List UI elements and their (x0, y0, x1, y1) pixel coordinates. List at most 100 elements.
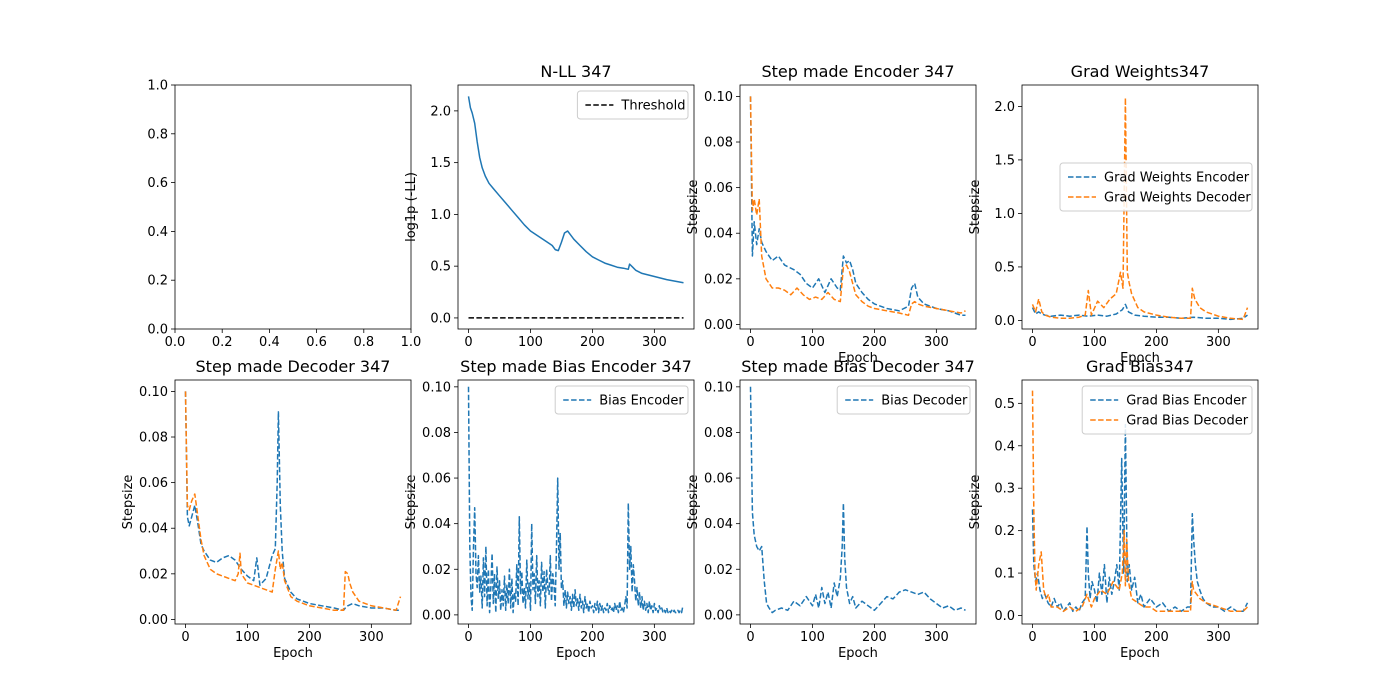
chart-title: Step made Decoder 347 (196, 357, 391, 376)
series-line-0 (184, 391, 401, 612)
y-tick-label: 1.0 (994, 207, 1015, 222)
legend-box (576, 90, 689, 120)
legend-box (836, 385, 971, 415)
y-tick-label: 1.0 (147, 79, 168, 94)
y-tick-label: 0.00 (704, 318, 733, 333)
y-tick-label: 0.06 (422, 472, 451, 487)
y-axis-label: Stepsize (686, 475, 701, 530)
axes-frame (1021, 84, 1259, 330)
y-axis-label: Stepsize (968, 180, 983, 235)
y-tick-label: 0.10 (704, 380, 733, 395)
y-tick-label: 0.06 (704, 472, 733, 487)
x-tick-label: 100 (235, 630, 260, 645)
legend-box (1059, 162, 1253, 212)
x-tick-label: 300 (359, 630, 384, 645)
panel-p4: 0 100 200 300 0.0 0.5 1.0 1.5 2.0 Grad Weights347… (968, 62, 1259, 366)
legend: Bias Encoder (554, 385, 689, 415)
legend-label: Grad Weights Decoder (1104, 191, 1251, 206)
x-tick-label: 0.2 (212, 335, 233, 350)
panel-p5: 0 100 200 300 0.00 0.02 0.04 0.06 0.08 0.10 Step m… (121, 357, 412, 661)
y-tick-label: 0.0 (994, 314, 1015, 329)
y-tick-label: 1.5 (994, 153, 1015, 168)
x-tick-label: 0.6 (306, 335, 327, 350)
y-tick-label: 0.2 (994, 524, 1015, 539)
x-tick-label: 0 (181, 630, 189, 645)
legend: Bias Decoder (836, 385, 971, 415)
x-tick-label: 200 (862, 335, 887, 350)
y-tick-label: 0.08 (704, 426, 733, 441)
legend: Grad Bias Encoder Grad Bias Decoder (1081, 385, 1253, 435)
x-tick-label: 0 (1028, 335, 1036, 350)
legend-label: Threshold (620, 99, 685, 114)
y-axis-label: Stepsize (968, 475, 983, 530)
series-line-0 (467, 96, 684, 284)
y-tick-label: 0.5 (994, 397, 1015, 412)
x-tick-label: 0 (1028, 630, 1036, 645)
legend: Grad Weights Encoder Grad Weights Decoder (1059, 162, 1253, 212)
y-tick-label: 0.10 (704, 90, 733, 105)
y-tick-label: 0.3 (994, 482, 1015, 497)
series-line-grad-bias-decoder (1031, 390, 1249, 613)
y-tick-label: 0.02 (139, 567, 168, 582)
y-tick-label: 0.4 (147, 225, 168, 240)
axes-frame (739, 379, 977, 625)
y-tick-label: 0.4 (994, 439, 1015, 454)
series-line-1 (184, 391, 402, 612)
x-tick-label: 0 (746, 335, 754, 350)
x-axis-label: Epoch (838, 646, 878, 661)
y-tick-label: 0.00 (139, 613, 168, 628)
y-tick-label: 0.04 (139, 522, 168, 537)
y-axis-label: Stepsize (686, 180, 701, 235)
legend-label: Grad Bias Encoder (1126, 394, 1247, 409)
y-tick-label: 0.6 (147, 176, 168, 191)
series-line-grad-bias-encoder (1031, 423, 1249, 613)
x-tick-label: 100 (1082, 335, 1107, 350)
y-tick-label: 2.0 (430, 104, 451, 119)
y-tick-label: 0.02 (704, 563, 733, 578)
x-tick-label: 100 (1082, 630, 1107, 645)
x-tick-label: 300 (1206, 630, 1231, 645)
y-tick-label: 0.8 (147, 127, 168, 142)
y-tick-label: 2.0 (994, 100, 1015, 115)
legend-label: Bias Decoder (881, 394, 968, 409)
chart-title: Step made Bias Encoder 347 (460, 357, 692, 376)
panel-p6: 0 100 200 300 0.00 0.02 0.04 0.06 0.08 0.10 Step m… (404, 357, 695, 661)
x-axis-label: Epoch (556, 646, 596, 661)
axes-frame (174, 84, 412, 330)
y-tick-label: 0.0 (147, 323, 168, 338)
x-tick-label: 200 (297, 630, 322, 645)
y-tick-label: 0.1 (994, 567, 1015, 582)
x-tick-label: 200 (580, 630, 605, 645)
legend: Threshold (576, 90, 689, 120)
panel-p1: 0.0 0.2 0.4 0.6 0.8 1.0 0.0 0.2 0.4 0.6 0.8 1.0 (147, 79, 421, 351)
legend-box (554, 385, 689, 415)
x-axis-label: Epoch (1120, 351, 1160, 366)
x-tick-label: 300 (924, 335, 949, 350)
chart-title: Grad Bias347 (1086, 357, 1194, 376)
y-axis-label: Stepsize (404, 475, 419, 530)
panel-p7: 0 100 200 300 0.00 0.02 0.04 0.06 0.08 0.10 Step m… (686, 357, 977, 661)
x-axis-label: Epoch (838, 351, 878, 366)
x-tick-label: 100 (800, 335, 825, 350)
y-tick-label: 0.10 (422, 380, 451, 395)
x-tick-label: 100 (800, 630, 825, 645)
x-axis-label: Epoch (1120, 646, 1160, 661)
y-tick-label: 0.2 (147, 274, 168, 289)
series-line-bias-encoder (467, 386, 684, 614)
y-tick-label: 0.08 (704, 136, 733, 151)
x-tick-label: 300 (924, 630, 949, 645)
y-tick-label: 0.08 (422, 426, 451, 441)
x-tick-label: 200 (580, 335, 605, 350)
y-axis-label: log1p (-LL) (404, 172, 419, 242)
legend-box (1081, 385, 1253, 435)
y-tick-label: 0.00 (704, 608, 733, 623)
x-tick-label: 0.4 (259, 335, 280, 350)
axes-frame (1021, 379, 1259, 625)
y-tick-label: 0.06 (139, 476, 168, 491)
x-tick-label: 0.8 (353, 335, 374, 350)
y-tick-label: 1.0 (430, 208, 451, 223)
x-tick-label: 1.0 (401, 335, 422, 350)
legend-label: Grad Weights Encoder (1104, 171, 1250, 186)
x-tick-label: 200 (1144, 335, 1169, 350)
